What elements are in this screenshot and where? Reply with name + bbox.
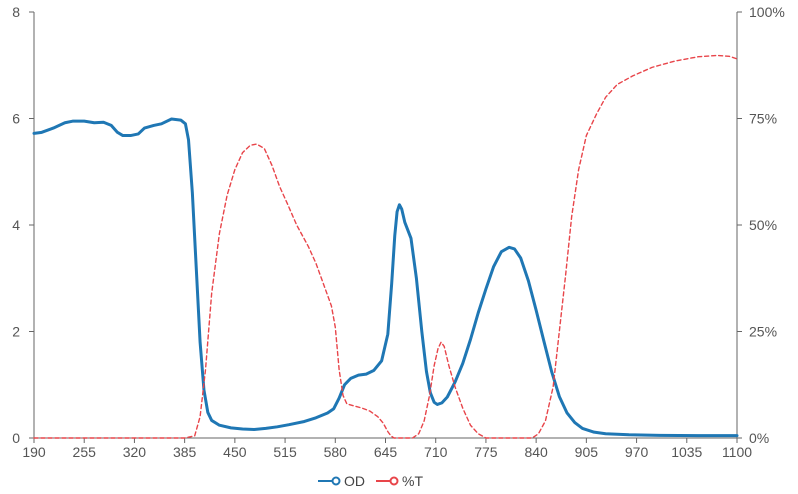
- x-tick-label: 450: [223, 444, 247, 460]
- y-left-tick-label: 4: [12, 217, 20, 233]
- legend-label: OD: [344, 473, 365, 489]
- x-tick-label: 320: [123, 444, 147, 460]
- y-left-tick-label: 8: [12, 4, 20, 20]
- x-tick-label: 645: [374, 444, 398, 460]
- x-tick-label: 515: [273, 444, 297, 460]
- x-tick-label: 1100: [722, 444, 752, 460]
- y-right-tick-label: 50%: [749, 217, 777, 233]
- legend-item-transmission[interactable]: %T: [376, 473, 423, 489]
- y-left-tick-label: 2: [12, 324, 20, 340]
- x-tick-label: 970: [625, 444, 649, 460]
- y-right-tick-label: 75%: [749, 111, 777, 127]
- legend-label: %T: [402, 473, 423, 489]
- x-tick-label: 1035: [671, 444, 702, 460]
- legend: OD %T: [318, 473, 423, 489]
- y-right-tick-label: 25%: [749, 324, 777, 340]
- x-tick-label: 905: [575, 444, 599, 460]
- legend-marker-icon: [331, 476, 341, 486]
- series-layer: [32, 54, 739, 439]
- x-tick-label: 255: [73, 444, 97, 460]
- x-tick-label: 840: [524, 444, 548, 460]
- y-right-tick-label: 0%: [749, 430, 769, 446]
- series-line-od: [32, 117, 739, 438]
- axes-layer: 190 255 320 385 450 515 580 645 710 775 840 905 970 1…: [12, 4, 785, 460]
- y-left-tick-label: 6: [12, 111, 20, 127]
- x-tick-label: 580: [324, 444, 348, 460]
- x-tick-label: 775: [474, 444, 498, 460]
- x-tick-label: 710: [424, 444, 448, 460]
- legend-marker-icon: [389, 476, 399, 486]
- y-left-tick-label: 0: [12, 430, 20, 446]
- series-line-t: [33, 54, 738, 439]
- legend-item-od[interactable]: OD: [318, 473, 365, 489]
- y-right-tick-label: 100%: [749, 4, 785, 20]
- x-tick-label: 190: [22, 444, 46, 460]
- x-tick-label: 385: [173, 444, 197, 460]
